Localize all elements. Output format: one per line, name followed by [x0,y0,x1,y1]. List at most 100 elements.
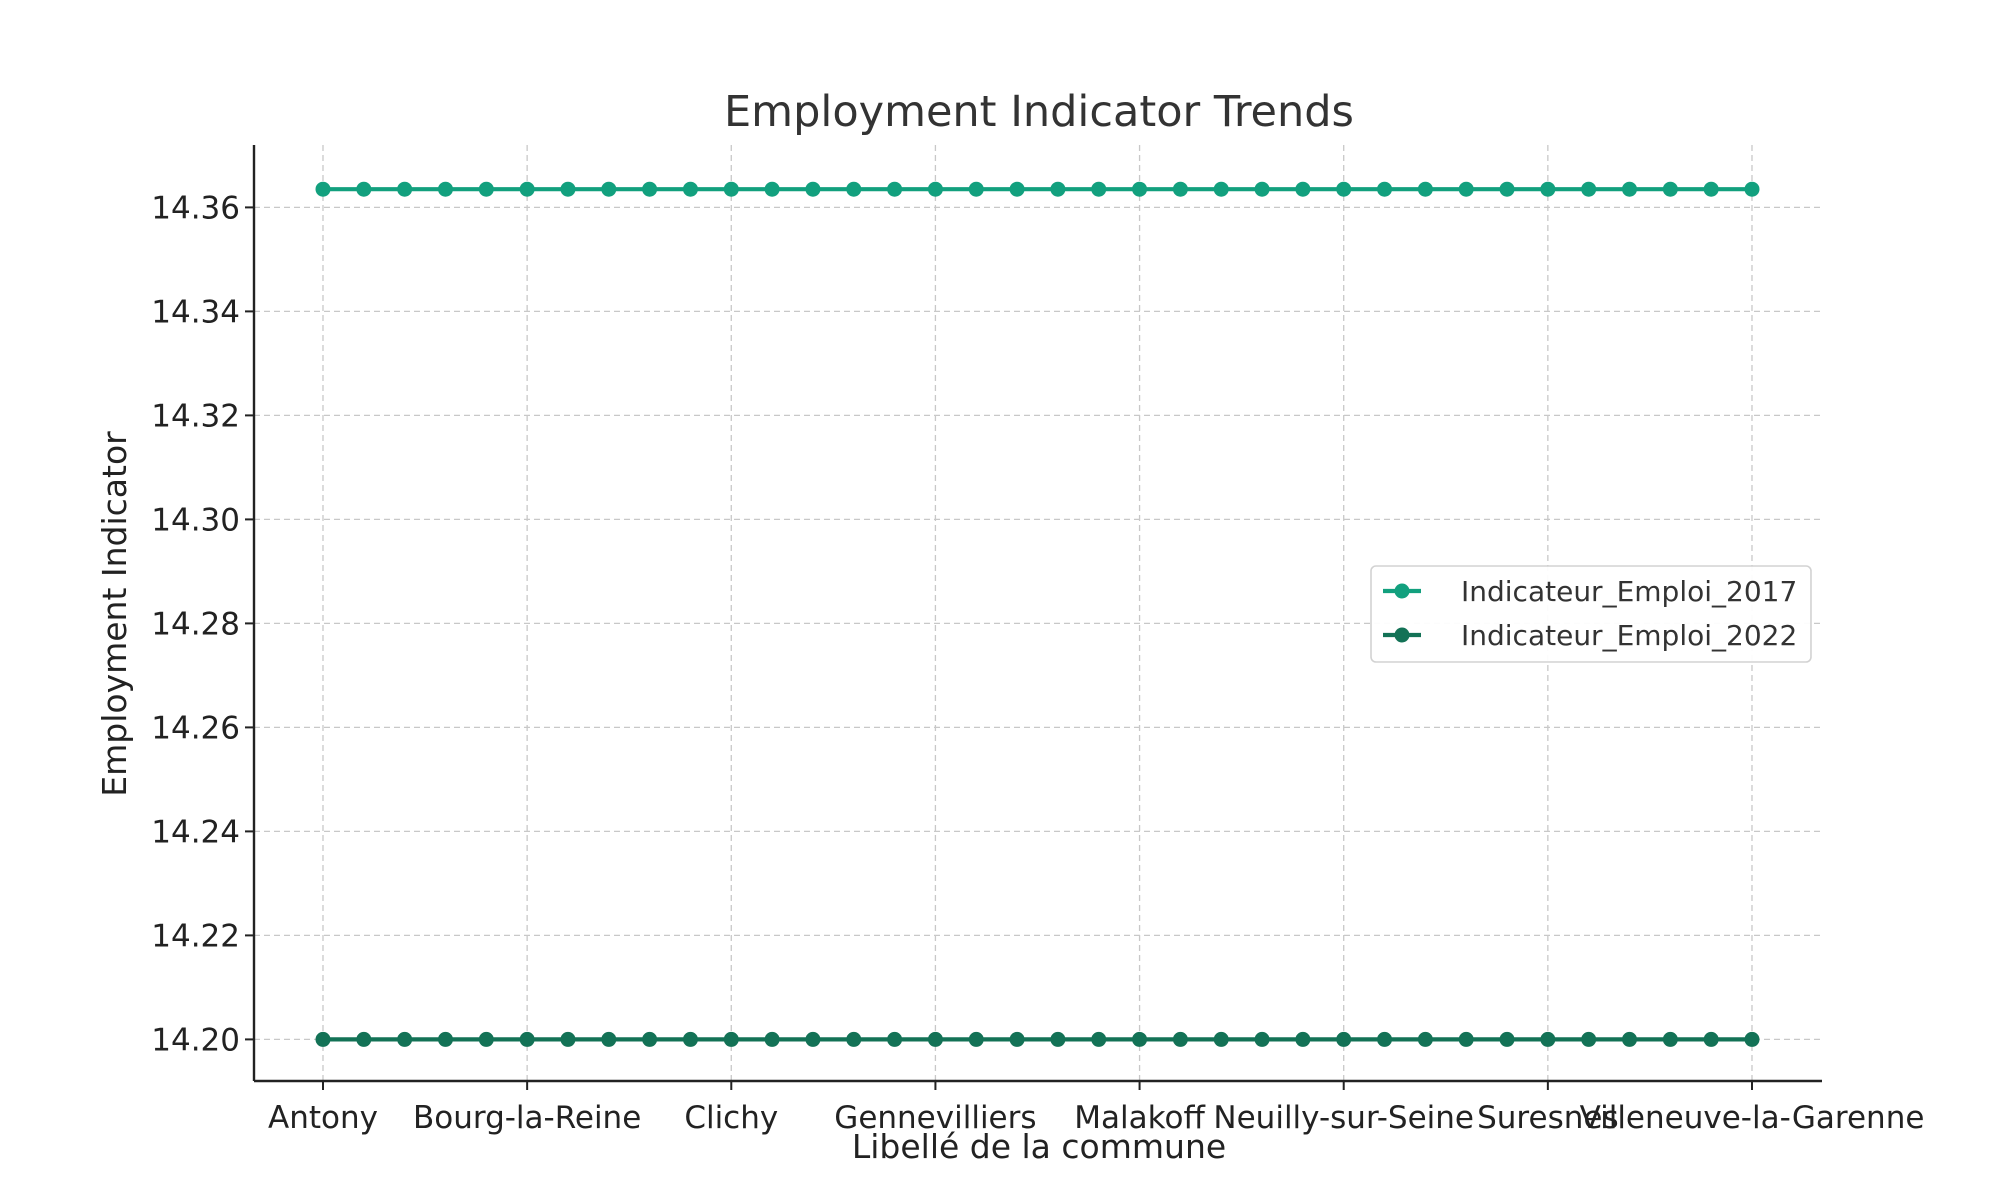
x-tick-label: Antony [268,1100,378,1136]
data-point [478,1031,494,1047]
y-tick-label: 14.28 [151,606,240,642]
data-point [723,1031,739,1047]
data-point [1540,181,1556,197]
data-point [642,1031,658,1047]
data-point [560,181,576,197]
data-point [1581,1031,1597,1047]
data-point [1009,1031,1025,1047]
y-tick-label: 14.30 [151,502,240,538]
data-point [478,181,494,197]
data-point [968,1031,984,1047]
series-layer [315,181,1760,1047]
x-tick-label: Gennevilliers [834,1100,1036,1136]
data-point [887,1031,903,1047]
data-point [1050,1031,1066,1047]
data-point [1622,181,1638,197]
data-point [805,1031,821,1047]
data-point [1377,181,1393,197]
legend-marker [1394,583,1410,599]
data-point [1458,181,1474,197]
data-point [1336,1031,1352,1047]
y-tick-label: 14.26 [151,710,240,746]
data-point [519,1031,535,1047]
data-point [764,181,780,197]
data-point [397,181,413,197]
data-point [805,181,821,197]
data-point [1132,1031,1148,1047]
data-point [1662,181,1678,197]
data-point [846,181,862,197]
data-point [560,1031,576,1047]
data-point [1703,181,1719,197]
data-point [1132,181,1148,197]
data-point [1458,1031,1474,1047]
data-point [1417,181,1433,197]
data-point [1172,1031,1188,1047]
data-point [356,181,372,197]
data-point [1213,181,1229,197]
axes: 14.20 14.22 14.24 14.26 14.28 14.30 14.32 14.34… [151,145,1924,1136]
x-tick-label: Villeneuve-la-Garenne [1580,1100,1925,1136]
data-point [1091,181,1107,197]
data-point [1540,1031,1556,1047]
data-point [1295,181,1311,197]
data-point [1581,181,1597,197]
data-point [1050,181,1066,197]
data-point [1499,1031,1515,1047]
legend-label: Indicateur_Emploi_2017 [1461,575,1797,608]
series-1 [315,181,1760,197]
data-point [642,181,658,197]
data-point [1091,1031,1107,1047]
x-tick-label: Clichy [684,1100,778,1136]
legend-label: Indicateur_Emploi_2022 [1461,619,1797,652]
grid [254,145,1822,1081]
x-tick-label: Malakoff [1074,1100,1205,1136]
data-point [1499,181,1515,197]
data-point [927,1031,943,1047]
x-axis-label: Libellé de la commune [852,1127,1226,1166]
legend: Indicateur_Emploi_2017 Indicateur_Emploi_… [1370,565,1812,663]
y-tick-label: 14.24 [151,814,240,850]
y-tick-label: 14.22 [151,918,240,954]
data-point [1213,1031,1229,1047]
y-tick-label: 14.34 [151,294,240,330]
y-tick-label: 14.32 [151,398,240,434]
data-point [1172,181,1188,197]
data-point [1254,1031,1270,1047]
data-point [356,1031,372,1047]
data-point [764,1031,780,1047]
data-point [1744,1031,1760,1047]
data-point [1377,1031,1393,1047]
data-point [519,181,535,197]
data-point [968,181,984,197]
data-point [315,1031,331,1047]
data-point [437,181,453,197]
y-tick-label: 14.20 [151,1022,240,1058]
data-point [1009,181,1025,197]
data-point [682,1031,698,1047]
data-point [927,181,943,197]
data-point [601,1031,617,1047]
legend-box [1370,565,1812,663]
x-tick-label: Suresnes [1477,1100,1618,1136]
series-2 [315,1031,1760,1047]
data-point [1254,181,1270,197]
data-point [846,1031,862,1047]
y-axis-label: Employment Indicator [95,431,134,797]
data-point [601,181,617,197]
data-point [1662,1031,1678,1047]
y-tick-label: 14.36 [151,190,240,226]
data-point [1295,1031,1311,1047]
data-point [682,181,698,197]
data-point [723,181,739,197]
data-point [397,1031,413,1047]
data-point [1744,181,1760,197]
data-point [1703,1031,1719,1047]
x-tick-label: Neuilly-sur-Seine [1213,1100,1474,1136]
data-point [1622,1031,1638,1047]
data-point [887,181,903,197]
data-point [1336,181,1352,197]
x-tick-label: Bourg-la-Reine [413,1100,641,1136]
chart-title: Employment Indicator Trends [724,87,1354,137]
data-point [437,1031,453,1047]
